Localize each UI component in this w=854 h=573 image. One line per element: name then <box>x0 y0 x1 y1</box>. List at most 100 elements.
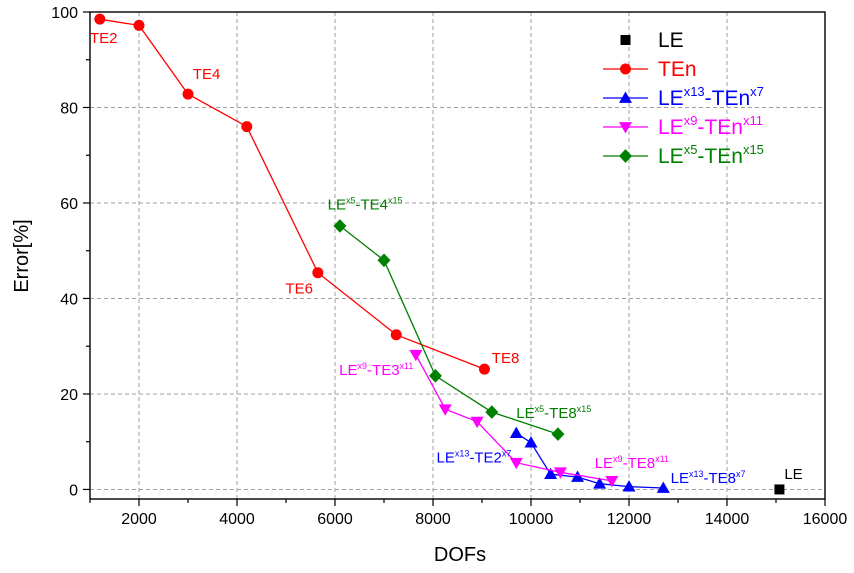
annotation-label-part-0: LE <box>671 470 689 487</box>
annotation-label: TE4 <box>193 66 221 83</box>
x-tick-label: 4000 <box>219 511 255 528</box>
annotation-label-part-0: LE <box>516 405 534 422</box>
legend-label-part-2: -TEn <box>697 145 743 168</box>
annotation-label-part-2: -TE8 <box>704 470 737 487</box>
annotation-label-part-3: x15 <box>388 196 403 206</box>
data-point <box>377 253 391 268</box>
y-tick-label: 40 <box>60 291 78 308</box>
data-point <box>428 368 442 383</box>
data-point <box>553 467 567 479</box>
y-axis-title: Error[%] <box>11 219 33 292</box>
legend-marker <box>620 63 631 75</box>
annotation-label: LEx13-TE8x7 <box>671 469 746 487</box>
annotation-label: LEx5-TE4x15 <box>328 196 403 214</box>
legend-label-part-0: LE <box>658 116 684 139</box>
legend-label-part-3: x7 <box>750 84 764 99</box>
data-point <box>509 457 523 470</box>
y-tick-label: 60 <box>60 196 78 213</box>
annotation-label-part-2: -TE3 <box>367 362 400 379</box>
data-point <box>133 19 145 31</box>
data-point <box>478 363 490 375</box>
y-tick-label: 80 <box>60 100 78 117</box>
annotation-label-part-3: x7 <box>736 469 746 479</box>
annotation-label: TE6 <box>285 281 313 298</box>
series-3 <box>409 349 619 488</box>
annotation-label-part-0: LE <box>784 466 802 483</box>
annotation-label-part-3: x7 <box>502 449 512 459</box>
data-point <box>470 416 484 429</box>
legend-label-part-1: x9 <box>684 113 698 128</box>
data-point <box>622 480 636 492</box>
legend-marker <box>619 122 632 134</box>
annotation-label-part-2: -TE4 <box>356 197 389 214</box>
legend-item: LEx5-TEnx15 <box>603 142 764 168</box>
legend-label-part-0: LE <box>658 145 684 168</box>
legend-item: LEx13-TEnx7 <box>603 84 764 110</box>
annotation-label: LEx13-TE2x7 <box>436 449 511 467</box>
annotation-label-part-0: TE8 <box>492 350 520 367</box>
annotation-label-part-1: x13 <box>689 469 704 479</box>
axes: 2000 4000 6000 8000 10000 12000 14000 16000 0 20 4… <box>51 5 847 528</box>
data-point <box>182 88 194 100</box>
series-0 <box>774 484 785 495</box>
grid-lines <box>90 11 825 499</box>
data-point <box>544 467 558 480</box>
data-point <box>241 121 253 133</box>
data-point <box>409 349 423 362</box>
annotation-label-part-2: -TE2 <box>469 450 502 467</box>
legend-label-part-3: x11 <box>743 113 763 128</box>
x-tick-label: 14000 <box>705 511 750 528</box>
x-tick-label: 16000 <box>803 511 848 528</box>
annotation-label: LEx9-TE8x11 <box>595 454 669 472</box>
x-tick-label: 8000 <box>415 511 451 528</box>
data-point <box>509 426 523 438</box>
annotation-label: LE <box>784 466 802 483</box>
x-axis-title: DOFs <box>434 544 486 566</box>
legend-label-part-3: x15 <box>743 142 764 157</box>
y-tick-label: 100 <box>51 5 78 22</box>
data-point <box>774 484 785 495</box>
annotation-label-part-0: TE6 <box>285 281 313 298</box>
annotation-label-part-3: x11 <box>655 454 669 464</box>
annotation-label-part-0: LE <box>328 197 346 214</box>
legend-label-part-0: LE <box>658 87 684 110</box>
x-tick-label: 12000 <box>607 511 652 528</box>
legend-label: LE <box>658 29 684 52</box>
legend-marker <box>619 91 632 103</box>
legend-label: LEx5-TEnx15 <box>658 142 764 168</box>
annotation-label: TE8 <box>492 350 520 367</box>
data-point <box>438 404 452 416</box>
annotation-label-part-0: LE <box>436 450 454 467</box>
data-point <box>485 405 499 419</box>
plot-frame <box>89 11 826 500</box>
legend-label-part-1: x5 <box>684 142 698 157</box>
data-point <box>524 436 538 448</box>
annotation-label-part-2: -TE8 <box>544 405 577 422</box>
series-line <box>415 354 613 482</box>
annotation-label-part-0: TE2 <box>90 30 118 47</box>
annotations: TE2TE4TE6TE8LEx5-TE4x15LEx9-TE3x11LEx5-T… <box>90 30 803 487</box>
annotation-label: LEx5-TE8x15 <box>516 404 591 422</box>
series-layer <box>94 13 785 495</box>
data-point <box>551 427 565 441</box>
legend-label: LEx9-TEnx11 <box>658 113 763 139</box>
annotation-label-part-1: x13 <box>455 449 470 459</box>
annotation-label-part-1: x5 <box>535 404 545 414</box>
annotation-label-part-1: x9 <box>613 454 623 464</box>
data-point <box>593 477 607 489</box>
annotation-label: TE2 <box>90 30 118 47</box>
data-point <box>333 219 347 233</box>
legend-label-part-0: LE <box>658 29 684 52</box>
annotation-label-part-0: LE <box>595 455 613 472</box>
legend-item: TEn <box>603 58 697 81</box>
annotation-label-part-0: TE4 <box>193 66 221 83</box>
annotation-label-part-3: x11 <box>400 361 414 371</box>
legend-item: LEx9-TEnx11 <box>603 113 763 139</box>
y-tick-label: 0 <box>69 482 78 499</box>
series-line <box>339 225 559 435</box>
data-point <box>571 470 585 482</box>
annotation-label: LEx9-TE3x11 <box>339 361 413 379</box>
